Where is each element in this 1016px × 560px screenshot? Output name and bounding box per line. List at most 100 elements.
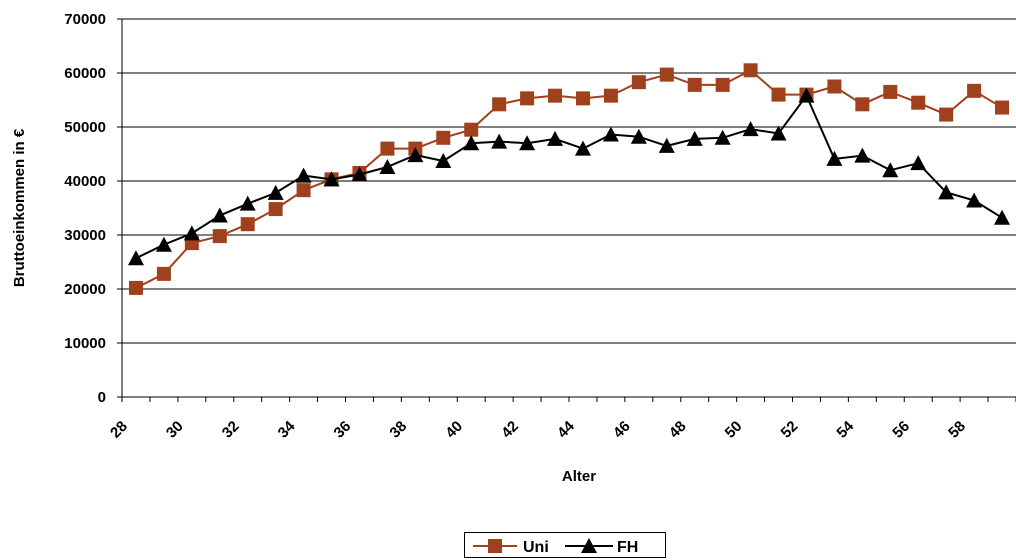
y-tick-label: 20000 [64,281,106,298]
data-point-fh [491,133,508,149]
legend-fh-marker [581,538,597,553]
data-point-uni [883,84,898,99]
data-point-uni [464,122,479,137]
data-point-fh [239,195,256,211]
data-point-fh [602,126,619,142]
data-point-fh [714,129,731,145]
data-point-uni [603,88,618,103]
data-point-fh [379,158,396,174]
data-point-fh [574,140,591,156]
x-axis-title: Alter [562,468,596,485]
x-tick-label: 58 [945,418,969,442]
y-tick-label: 70000 [64,11,106,28]
y-tick-label: 30000 [64,227,106,244]
x-tick-label: 38 [386,418,410,442]
y-tick-label: 0 [98,389,106,406]
y-axis-title: Bruttoeinkommen in € [11,128,28,287]
data-point-fh [267,184,284,200]
data-point-fh [183,225,200,241]
data-point-uni [548,88,563,103]
data-point-fh [127,250,144,266]
data-point-uni [911,95,926,110]
legend-label-uni: Uni [523,539,549,556]
y-tick-labels: 0 10000 20000 30000 40000 50000 60000 70000 [64,11,122,406]
data-point-fh [630,128,647,144]
data-point-uni [771,87,786,102]
x-tick-label: 52 [778,418,802,442]
legend-item-fh: FH [565,538,638,556]
data-point-uni [631,75,646,90]
data-point-uni [687,77,702,92]
data-point-uni [240,217,255,232]
data-point-uni [212,229,227,244]
x-tick-label: 34 [275,417,299,441]
data-point-uni [575,91,590,106]
data-point-uni [855,97,870,112]
series-line-uni [135,69,1003,289]
gridlines [122,18,1016,344]
data-point-uni [995,100,1010,115]
legend-uni-marker [488,539,502,553]
x-tick-label: 42 [498,418,522,442]
legend: Uni FH [464,532,666,558]
data-point-uni [827,79,842,94]
data-point-uni [743,63,758,78]
data-point-uni [715,77,730,92]
data-point-fh [770,125,787,141]
data-point-fh [742,121,759,137]
data-point-fh [519,135,536,151]
y-tick-label: 50000 [64,119,106,136]
x-tick-label: 50 [722,418,746,442]
x-tick-label: 44 [554,417,578,441]
data-point-fh [463,135,480,151]
line-chart: 0 10000 20000 30000 40000 50000 60000 70000 28 3… [11,11,1016,485]
data-point-fh [323,171,340,187]
x-tick-label: 28 [107,418,131,442]
data-point-uni [128,280,143,295]
data-point-uni [296,183,311,198]
data-point-uni [436,130,451,145]
data-point-fh [826,150,843,166]
x-tick-label: 40 [442,418,466,442]
data-point-fh [882,162,899,178]
legend-label-fh: FH [617,539,638,556]
data-point-fh [938,184,955,200]
data-point-fh [994,209,1011,225]
data-point-fh [966,192,983,208]
y-tick-label: 10000 [64,335,106,352]
data-point-uni [520,91,535,106]
legend-item-uni: Uni [473,539,549,556]
data-point-fh [211,207,228,223]
data-point-fh [435,153,452,169]
data-point-uni [492,97,507,112]
series-fh [127,87,1011,266]
data-point-fh [658,137,675,153]
data-point-uni [967,83,982,98]
data-point-uni [939,107,954,122]
x-tick-label: 32 [219,418,243,442]
data-point-fh [798,87,815,103]
data-point-uni [156,266,171,281]
x-tick-label: 56 [889,418,913,442]
y-tick-label: 60000 [64,65,106,82]
x-tick-label: 54 [833,417,857,441]
data-point-fh [295,167,312,183]
data-point-uni [659,67,674,82]
y-tick-label: 40000 [64,173,106,190]
data-point-fh [854,147,871,163]
x-tick-label: 48 [666,418,690,442]
series-uni [128,63,1010,295]
x-tick-label: 46 [610,418,634,442]
data-point-fh [547,130,564,146]
data-point-fh [407,147,424,163]
data-point-fh [351,166,368,182]
x-tick-label: 36 [331,418,355,442]
x-tick-labels: 28 30 32 34 36 38 40 42 44 46 48 50 52 54 56 58 [107,397,1016,442]
data-point-fh [686,130,703,146]
series-line-fh [135,93,1003,260]
data-point-uni [268,202,283,217]
series-layer [127,63,1011,295]
data-point-fh [910,155,927,171]
data-point-fh [155,236,172,252]
data-point-uni [380,141,395,156]
